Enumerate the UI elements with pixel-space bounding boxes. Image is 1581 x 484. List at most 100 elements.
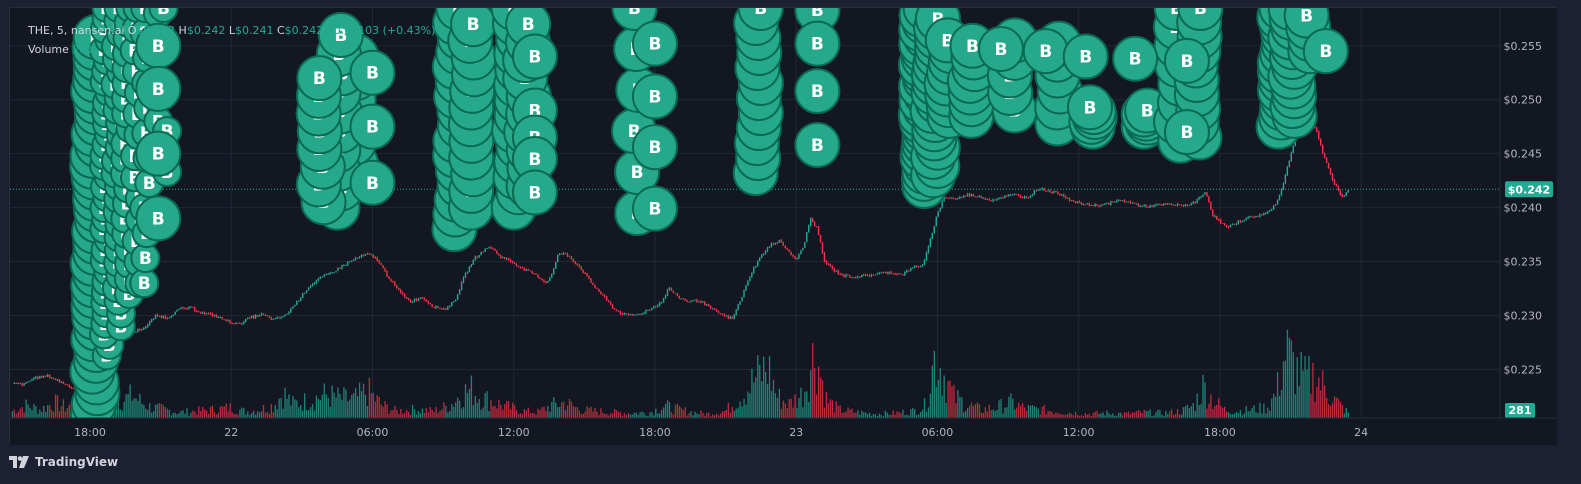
price-candle-body bbox=[715, 309, 718, 311]
price-candle-body bbox=[431, 304, 433, 307]
volume-bar bbox=[1088, 413, 1090, 418]
volume-bar bbox=[1108, 412, 1110, 418]
price-candle-body bbox=[1074, 201, 1077, 204]
volume-bar bbox=[986, 411, 988, 418]
volume-bar bbox=[45, 411, 47, 418]
volume-bar bbox=[790, 398, 792, 418]
price-candle-body bbox=[205, 313, 208, 315]
volume-bar bbox=[355, 388, 357, 418]
volume-bar bbox=[535, 414, 537, 418]
price-candle-body bbox=[278, 317, 280, 319]
price-candle-body bbox=[1066, 197, 1069, 199]
price-candle-body bbox=[172, 314, 174, 317]
volume-bar bbox=[1172, 415, 1175, 418]
volume-bar bbox=[884, 410, 886, 418]
volume-bar bbox=[753, 382, 755, 418]
price-candle-body bbox=[1155, 204, 1157, 206]
buy-marker-circle bbox=[296, 55, 343, 102]
volume-bar bbox=[52, 411, 55, 418]
volume-bar bbox=[382, 406, 384, 418]
volume-bar bbox=[906, 414, 908, 418]
buy-marker-circle bbox=[631, 124, 678, 171]
volume-bar bbox=[396, 409, 398, 418]
buy-marker: B bbox=[1112, 35, 1159, 82]
price-candle-body bbox=[1274, 204, 1277, 206]
volume-bar bbox=[421, 408, 424, 418]
price-candle-body bbox=[1276, 200, 1279, 205]
price-candle-body bbox=[1047, 190, 1049, 192]
price-candle-body bbox=[949, 197, 951, 199]
last-price-tag bbox=[1505, 181, 1553, 198]
volume-bar bbox=[810, 370, 812, 418]
price-candle-body bbox=[382, 265, 384, 269]
price-candle-body bbox=[1092, 205, 1094, 207]
price-candle-body bbox=[164, 316, 167, 319]
legend-open-label: O bbox=[127, 24, 137, 37]
volume-bar bbox=[58, 411, 61, 418]
buy-marker-label: B bbox=[1319, 42, 1332, 62]
volume-bar bbox=[763, 356, 765, 418]
volume-bar bbox=[1271, 398, 1273, 418]
volume-bar bbox=[896, 411, 898, 418]
price-candle-body bbox=[1219, 219, 1222, 223]
price-candle-body bbox=[590, 278, 592, 283]
volume-bar bbox=[1102, 412, 1104, 418]
volume-bar bbox=[680, 407, 682, 418]
price-candle-body bbox=[768, 246, 771, 248]
volume-bar bbox=[868, 412, 871, 418]
price-candle-body bbox=[1233, 223, 1236, 225]
volume-bar bbox=[321, 394, 323, 418]
volume-bar bbox=[137, 401, 139, 418]
buy-marker-circle bbox=[1302, 28, 1349, 75]
price-candle-body bbox=[778, 239, 781, 243]
price-candle-body bbox=[894, 273, 896, 275]
volume-bar bbox=[715, 413, 718, 418]
price-candle-body bbox=[702, 301, 704, 303]
y-tick-label: $0.255 bbox=[1504, 40, 1543, 53]
volume-bar bbox=[876, 415, 879, 418]
price-candle-body bbox=[592, 282, 594, 286]
volume-bar bbox=[131, 400, 133, 418]
price-candle-body bbox=[976, 196, 979, 198]
volume-bar bbox=[947, 381, 949, 418]
volume-bar bbox=[653, 415, 655, 418]
price-candle-body bbox=[719, 313, 722, 315]
volume-bar bbox=[1110, 414, 1112, 418]
price-candle-body bbox=[203, 312, 206, 315]
price-candle-body bbox=[613, 308, 616, 310]
volume-bar bbox=[127, 394, 129, 418]
price-candle-body bbox=[425, 299, 427, 302]
volume-bar bbox=[504, 404, 506, 418]
price-candle-body bbox=[141, 328, 143, 331]
tradingview-brand[interactable]: TradingView bbox=[9, 455, 118, 469]
x-tick-label: 18:00 bbox=[74, 426, 106, 439]
price-candle-body bbox=[939, 207, 941, 212]
volume-bar bbox=[1104, 415, 1106, 418]
price-candle-body bbox=[537, 274, 539, 278]
volume-bar bbox=[162, 405, 165, 418]
volume-bar bbox=[1078, 415, 1081, 418]
volume-bar bbox=[570, 401, 573, 418]
price-candle-body bbox=[1123, 200, 1126, 202]
volume-bar bbox=[796, 408, 798, 418]
volume-bar bbox=[1274, 396, 1277, 418]
buy-marker: B bbox=[631, 20, 678, 67]
volume-bar bbox=[506, 401, 508, 418]
price-candle-body bbox=[1114, 201, 1116, 203]
volume-bar bbox=[290, 405, 292, 418]
volume-bar bbox=[1027, 404, 1030, 418]
price-candle-body bbox=[407, 298, 410, 300]
price-candle-body bbox=[564, 253, 567, 255]
volume-bar bbox=[1065, 414, 1067, 418]
volume-bar bbox=[786, 408, 788, 418]
x-tick-label: 22 bbox=[224, 426, 238, 439]
price-candle-body bbox=[1043, 187, 1045, 191]
price-candle-body bbox=[419, 297, 422, 299]
price-candle-body bbox=[686, 300, 688, 302]
price-candle-body bbox=[1251, 216, 1253, 218]
price-candle-body bbox=[454, 299, 457, 302]
price-candle-body bbox=[160, 315, 163, 318]
price-candle-body bbox=[229, 320, 231, 324]
